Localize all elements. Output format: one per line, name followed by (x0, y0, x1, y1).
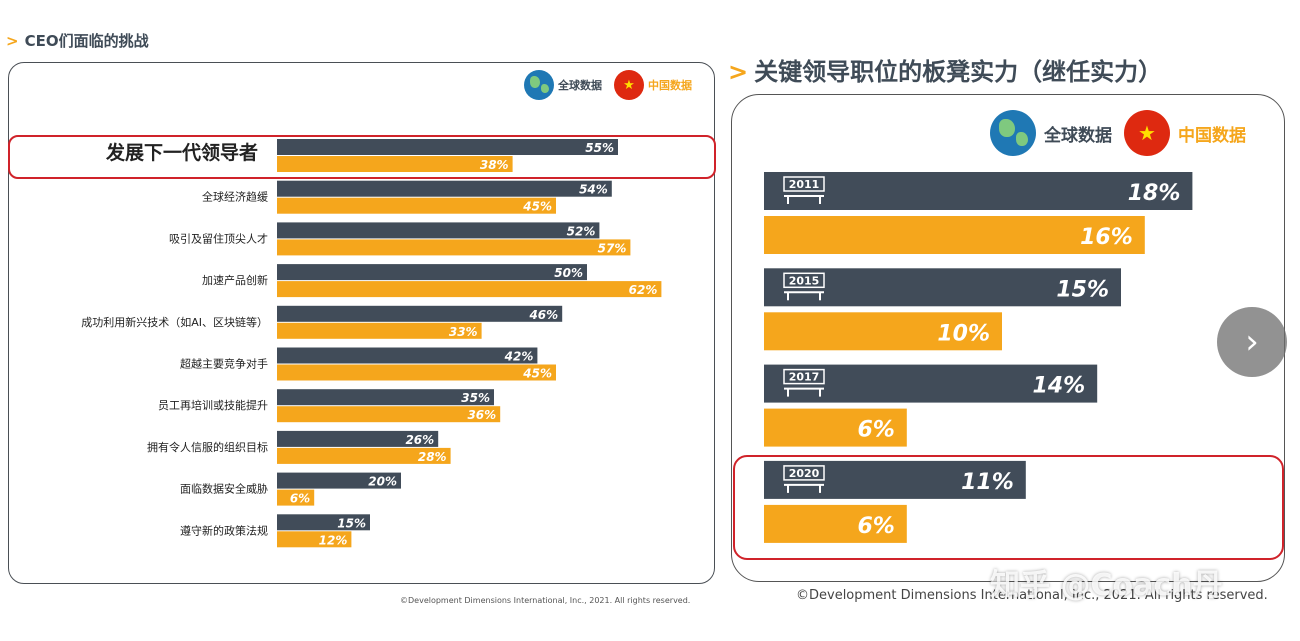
legend-label-china: 中国数据 (648, 79, 692, 92)
left-highlight-box (8, 135, 716, 179)
legend-item-global: 全球数据 (990, 110, 1112, 156)
right-chart-title: > 关键领导职位的板凳实力（继任实力） (728, 52, 1162, 87)
next-slide-button[interactable]: › (1217, 307, 1287, 377)
legend-item-global: 全球数据 (524, 70, 602, 100)
china-flag-icon: ★ (1124, 110, 1170, 156)
legend-label-global: 全球数据 (558, 79, 602, 92)
flag-star: ★ (623, 77, 635, 93)
legend-item-china: ★ 中国数据 (1124, 110, 1246, 156)
right-copyright: ©Development Dimensions International, I… (796, 588, 1268, 603)
globe-icon (524, 70, 554, 100)
globe-icon (990, 110, 1036, 156)
left-title-text: CEO们面临的挑战 (24, 32, 149, 50)
right-highlight-box (733, 455, 1284, 560)
chevron-right-icon: > (6, 32, 19, 50)
right-title-text: 关键领导职位的板凳实力（继任实力） (754, 58, 1163, 86)
right-legend: 全球数据 ★ 中国数据 (978, 110, 1246, 156)
legend-label-global: 全球数据 (1044, 125, 1112, 146)
legend-label-china: 中国数据 (1178, 125, 1246, 146)
china-flag-icon: ★ (614, 70, 644, 100)
chevron-right-icon: › (1245, 322, 1259, 362)
flag-star: ★ (1138, 121, 1156, 145)
chevron-right-icon: > (728, 58, 749, 86)
watermark: 知乎 @Coach丹 (990, 568, 1223, 603)
left-copyright: ©Development Dimensions International, I… (400, 596, 691, 605)
legend-item-china: ★ 中国数据 (614, 70, 692, 100)
left-chart-title: > CEO们面临的挑战 (6, 30, 149, 51)
left-legend: 全球数据 ★ 中国数据 (512, 70, 692, 100)
